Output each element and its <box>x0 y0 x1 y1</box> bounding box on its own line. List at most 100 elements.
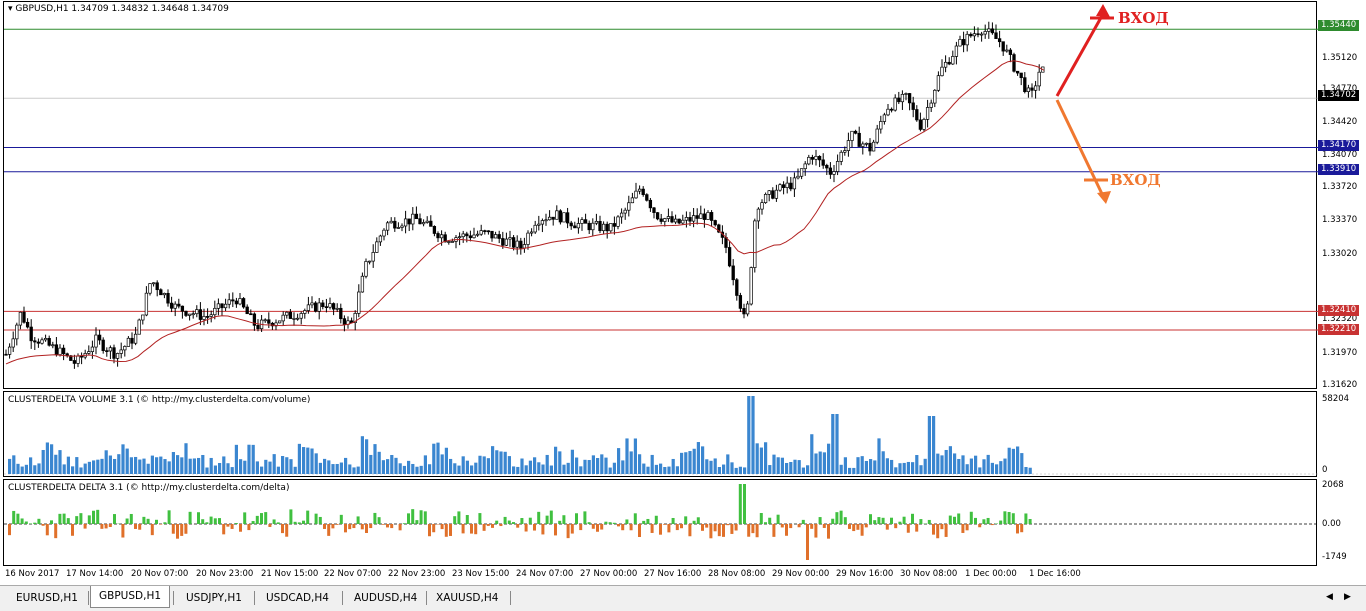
candle-body <box>59 348 62 354</box>
delta-bar <box>680 524 683 528</box>
delta-bar <box>953 517 956 524</box>
volume-bar <box>676 466 679 474</box>
delta-bar <box>882 518 885 524</box>
candle-body <box>462 234 465 237</box>
candle-body <box>383 230 386 236</box>
candle-body <box>527 233 530 244</box>
candle-body <box>422 222 425 223</box>
volume-bar <box>529 461 532 474</box>
volume-bar <box>579 466 582 474</box>
delta-bar <box>319 517 322 524</box>
delta-bar <box>100 524 103 529</box>
tab-xauusd[interactable]: XAUUSD,H4 <box>428 589 506 607</box>
candle-body <box>102 340 105 351</box>
volume-bar <box>1016 446 1019 474</box>
volume-bar <box>407 461 410 474</box>
chart-menu-icon[interactable]: ▾ <box>8 4 13 14</box>
candle-body <box>458 237 461 238</box>
time-label: 20 Nov 07:00 <box>131 569 188 579</box>
tab-usdjpy[interactable]: USDJPY,H1 <box>178 589 250 607</box>
volume-bar <box>567 463 570 474</box>
candle-body <box>606 224 609 231</box>
candle-body <box>854 131 857 133</box>
time-label: 17 Nov 14:00 <box>66 569 123 579</box>
symbol-quote: GBPUSD,H1 1.34709 1.34832 1.34648 1.3470… <box>15 4 228 14</box>
tab-gbpusd[interactable]: GBPUSD,H1 <box>90 586 170 608</box>
time-label: 22 Nov 07:00 <box>324 569 381 579</box>
volume-bar <box>659 464 662 474</box>
volume-bar <box>172 452 175 474</box>
volume-bar <box>294 467 297 474</box>
volume-bar <box>957 459 960 474</box>
volume-bar <box>600 454 603 474</box>
volume-bar <box>701 446 704 474</box>
volume-bar <box>865 461 868 474</box>
volume-bar <box>621 460 624 474</box>
candle-body <box>113 348 116 359</box>
candle-body <box>304 311 307 314</box>
delta-bar <box>264 512 267 524</box>
candle-body <box>538 224 541 225</box>
delta-bar <box>79 513 82 524</box>
time-label: 24 Nov 07:00 <box>516 569 573 579</box>
delta-bar <box>688 524 691 536</box>
level-tag-green: 1.35440 <box>1318 20 1359 31</box>
candle-body <box>134 334 137 343</box>
delta-bar <box>785 524 788 536</box>
candle-body <box>865 143 868 144</box>
candle-body <box>401 226 404 228</box>
volume-bar <box>71 466 74 474</box>
volume-bar <box>214 466 217 474</box>
candle-body <box>336 308 339 309</box>
tab-audusd[interactable]: AUDUSD,H4 <box>346 589 425 607</box>
delta-bar <box>789 524 792 528</box>
candle-body <box>80 356 83 357</box>
candle-body <box>278 321 281 323</box>
candle-body <box>1009 50 1012 55</box>
time-label: 21 Nov 15:00 <box>261 569 318 579</box>
volume-bar <box>840 465 843 474</box>
volume-bar <box>483 456 486 474</box>
delta-bar <box>676 524 679 530</box>
candle-body <box>653 208 656 213</box>
delta-bar <box>667 524 670 532</box>
candle-body <box>163 293 166 294</box>
candle-body <box>836 161 839 171</box>
volume-bar <box>869 459 872 474</box>
candle-body <box>88 352 91 354</box>
delta-bar <box>852 524 855 531</box>
delta-bar <box>655 516 658 524</box>
volume-bar <box>310 448 313 474</box>
candle-body <box>487 231 490 232</box>
entry-up-arrow <box>1057 14 1103 96</box>
candle-body <box>8 347 11 354</box>
tab-separator <box>342 591 343 605</box>
candle-body <box>109 348 112 351</box>
candle-body <box>390 221 393 223</box>
volume-bar <box>928 416 931 474</box>
candle-body <box>674 219 677 222</box>
volume-bar <box>386 459 389 474</box>
candle-body <box>520 241 523 248</box>
volume-bar <box>919 465 922 474</box>
candle-body <box>451 241 454 242</box>
candle-body <box>595 221 598 223</box>
scroll-left-icon[interactable]: ◀ <box>1326 592 1333 602</box>
tab-separator <box>88 591 89 605</box>
volume-bar <box>1012 449 1015 474</box>
candle-body <box>955 46 958 56</box>
candle-body <box>829 168 832 174</box>
candle-body <box>898 98 901 102</box>
level-tag-blue-1: 1.34170 <box>1318 140 1359 151</box>
candle-body <box>167 293 170 303</box>
candle-body <box>768 191 771 195</box>
tab-eurusd[interactable]: EURUSD,H1 <box>8 589 86 607</box>
candle-body <box>502 238 505 245</box>
time-label: 29 Nov 16:00 <box>836 569 893 579</box>
candle-body <box>498 234 501 238</box>
delta-bar <box>176 524 179 539</box>
scroll-right-icon[interactable]: ▶ <box>1344 592 1351 602</box>
volume-bar <box>932 416 935 474</box>
volume-bar <box>436 443 439 474</box>
tab-usdcad[interactable]: USDCAD,H4 <box>258 589 337 607</box>
